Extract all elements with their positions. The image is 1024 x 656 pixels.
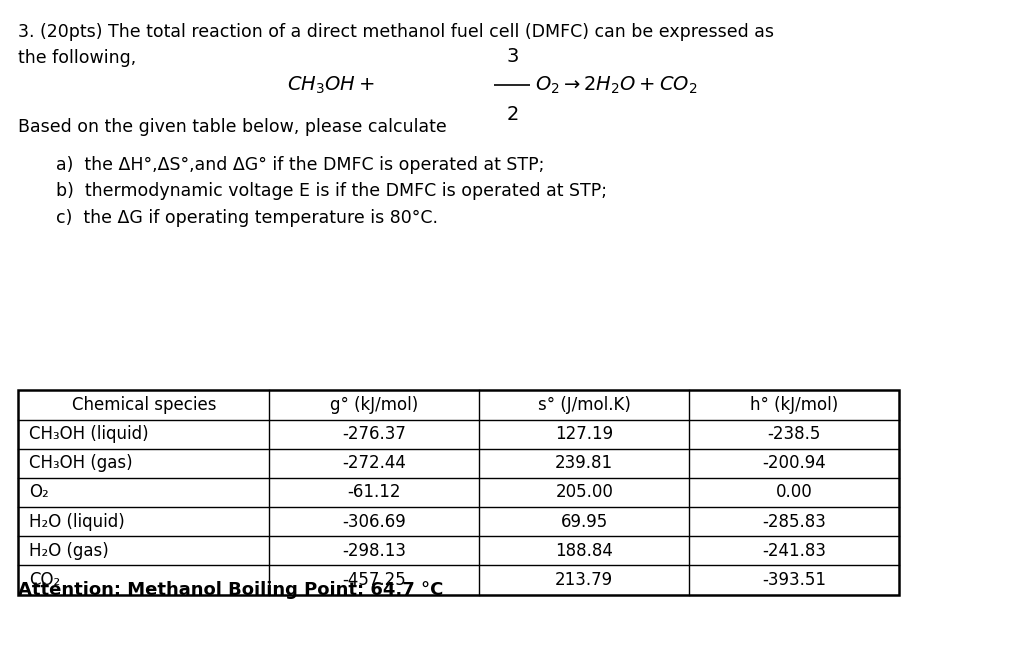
Text: 213.79: 213.79 bbox=[555, 571, 613, 589]
Text: 188.84: 188.84 bbox=[555, 542, 613, 560]
Text: $\mathit{3}$: $\mathit{3}$ bbox=[506, 47, 518, 66]
Text: -272.44: -272.44 bbox=[342, 455, 407, 472]
Text: -306.69: -306.69 bbox=[342, 513, 407, 531]
Text: CH₃OH (gas): CH₃OH (gas) bbox=[29, 455, 132, 472]
Text: 0.00: 0.00 bbox=[776, 483, 812, 501]
Text: $\mathit{2}$: $\mathit{2}$ bbox=[506, 105, 518, 124]
Text: -285.83: -285.83 bbox=[762, 513, 826, 531]
Text: c)  the ΔG if operating temperature is 80°C.: c) the ΔG if operating temperature is 80… bbox=[56, 209, 438, 226]
Text: -200.94: -200.94 bbox=[762, 455, 826, 472]
Text: H₂O (liquid): H₂O (liquid) bbox=[29, 513, 125, 531]
Text: $\mathit{CH_3OH}+$: $\mathit{CH_3OH}+$ bbox=[287, 75, 375, 96]
Text: -298.13: -298.13 bbox=[342, 542, 407, 560]
Text: -393.51: -393.51 bbox=[762, 571, 826, 589]
Text: b)  thermodynamic voltage E is if the DMFC is operated at STP;: b) thermodynamic voltage E is if the DMF… bbox=[56, 182, 607, 200]
Text: the following,: the following, bbox=[18, 49, 136, 67]
Text: g° (kJ/mol): g° (kJ/mol) bbox=[330, 396, 419, 414]
Text: Based on the given table below, please calculate: Based on the given table below, please c… bbox=[18, 118, 447, 136]
Bar bbox=[18, 390, 899, 594]
Text: 69.95: 69.95 bbox=[560, 513, 608, 531]
Text: Chemical species: Chemical species bbox=[72, 396, 216, 414]
Text: -241.83: -241.83 bbox=[762, 542, 826, 560]
Text: -457.25: -457.25 bbox=[342, 571, 407, 589]
Text: -276.37: -276.37 bbox=[342, 425, 407, 443]
Text: 205.00: 205.00 bbox=[555, 483, 613, 501]
Text: h° (kJ/mol): h° (kJ/mol) bbox=[750, 396, 839, 414]
Text: CO₂: CO₂ bbox=[29, 571, 60, 589]
Text: -61.12: -61.12 bbox=[347, 483, 401, 501]
Text: -238.5: -238.5 bbox=[767, 425, 821, 443]
Text: H₂O (gas): H₂O (gas) bbox=[29, 542, 109, 560]
Text: 127.19: 127.19 bbox=[555, 425, 613, 443]
Text: O₂: O₂ bbox=[29, 483, 48, 501]
Text: 3. (20pts) The total reaction of a direct methanol fuel cell (DMFC) can be expre: 3. (20pts) The total reaction of a direc… bbox=[18, 23, 774, 41]
Text: $\mathit{O_2 \rightarrow 2H_2O+CO_2}$: $\mathit{O_2 \rightarrow 2H_2O+CO_2}$ bbox=[535, 75, 697, 96]
Text: a)  the ΔH°,ΔS°,and ΔG° if the DMFC is operated at STP;: a) the ΔH°,ΔS°,and ΔG° if the DMFC is op… bbox=[56, 156, 545, 174]
Text: s° (J/mol.K): s° (J/mol.K) bbox=[538, 396, 631, 414]
Text: 239.81: 239.81 bbox=[555, 455, 613, 472]
Text: CH₃OH (liquid): CH₃OH (liquid) bbox=[29, 425, 148, 443]
Text: Attention: Methanol Boiling Point: 64.7 °C: Attention: Methanol Boiling Point: 64.7 … bbox=[18, 581, 443, 598]
